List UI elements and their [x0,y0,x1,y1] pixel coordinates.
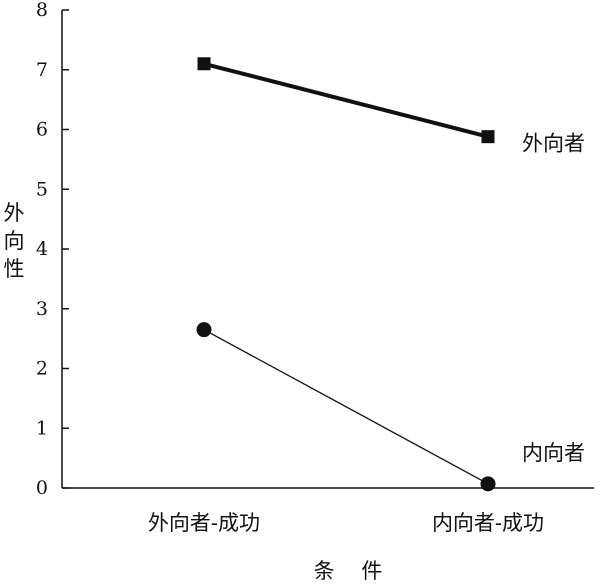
data-point-square [481,130,495,144]
y-tick-label: 2 [36,358,48,380]
y-tick-label: 6 [36,119,48,141]
x-tick-label: 内向者-成功 [432,511,544,535]
data-point-circle [480,476,496,492]
x-axis-label: 条 件 [314,559,383,583]
x-tick-label: 外向者-成功 [148,511,260,535]
series-introvert: 内向者 [196,322,585,492]
y-tick-label: 1 [36,417,48,439]
axes [61,10,594,489]
y-tick-label: 3 [36,298,48,320]
y-ticks: 0 1 2 3 4 5 6 7 8 [36,0,69,499]
series-label: 外向者 [522,132,585,156]
data-point-circle [196,322,212,338]
x-tick-labels: 外向者-成功 内向者-成功 [148,511,544,535]
y-tick-label: 5 [36,178,48,200]
data-point-square [197,57,211,71]
y-tick-label: 0 [36,477,48,499]
y-tick-label: 7 [36,59,48,81]
y-tick-label: 8 [36,0,48,21]
series-line [203,61,489,139]
y-axis-label: 外向性 [4,201,25,281]
axis-labels: 外向性 条 件 [4,201,383,583]
series-extravert: 外向者 [197,57,585,156]
series-label: 内向者 [522,441,585,465]
series-line [203,329,489,485]
y-tick-label: 4 [36,238,48,260]
